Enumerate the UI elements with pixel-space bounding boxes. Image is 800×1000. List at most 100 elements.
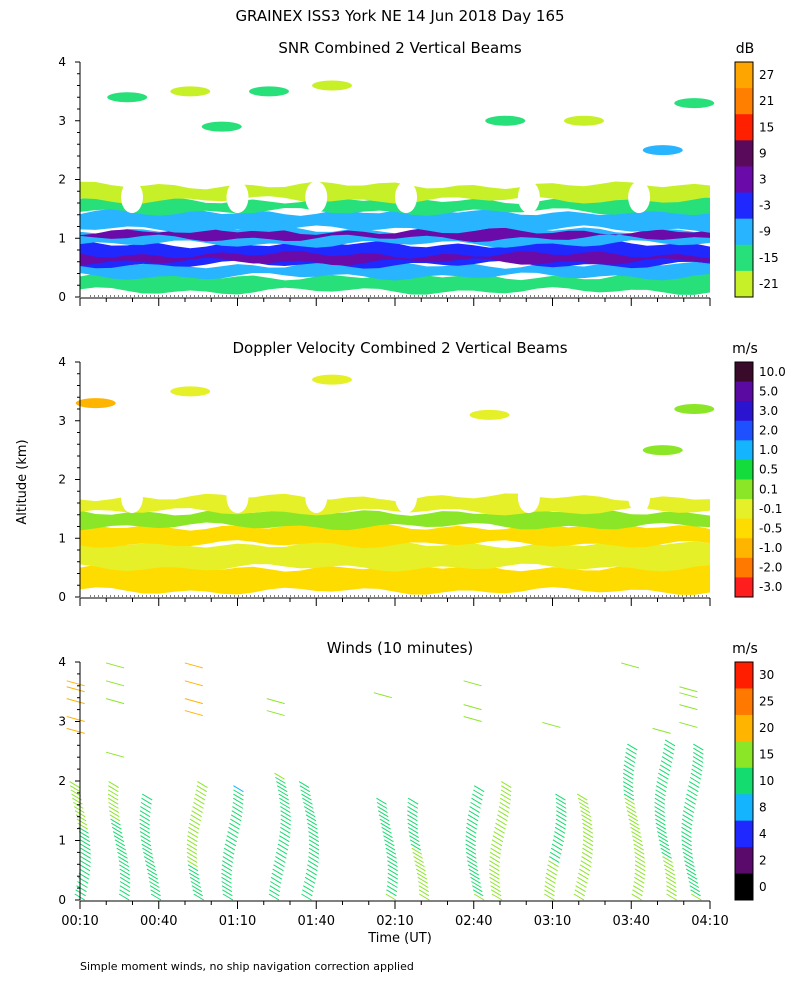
doppler-band--0.5	[80, 563, 710, 595]
snr-cloud-patch	[564, 115, 604, 126]
wind-barb	[407, 801, 419, 809]
wind-barb	[150, 889, 161, 897]
wind-barb	[500, 785, 512, 793]
wind-barb	[582, 843, 594, 851]
wind-barb	[119, 881, 131, 888]
wind-barb	[119, 872, 131, 880]
colorbar-swatch-0.1	[735, 479, 753, 500]
wind-barb	[80, 847, 91, 855]
wind-barb	[385, 893, 397, 901]
wind-barb	[658, 772, 669, 780]
wind-barb	[634, 872, 645, 880]
colorbar-swatch--21	[735, 270, 753, 298]
wind-barb	[192, 889, 204, 897]
wind-barb	[624, 756, 636, 763]
snr-x-axis	[79, 297, 711, 306]
wind-barb	[224, 843, 236, 851]
wind-barb	[148, 876, 159, 884]
wind-barb	[472, 889, 484, 897]
wind-barb	[188, 822, 200, 830]
wind-barb	[190, 814, 202, 822]
wind-barb	[73, 801, 84, 809]
wind-barb	[380, 822, 391, 830]
colorbar-label: 1.0	[759, 443, 778, 457]
time-tick-label: 03:40	[613, 914, 650, 929]
doppler-cloud-patch	[75, 398, 116, 409]
winds-y-tick-label: 3	[58, 715, 66, 729]
wind-barb	[376, 797, 387, 805]
wind-barb-upper	[620, 662, 640, 669]
wind-barb	[80, 860, 91, 868]
wind-barb	[688, 785, 699, 793]
wind-barb	[112, 831, 124, 838]
wind-barb	[107, 793, 119, 801]
wind-barb	[579, 806, 591, 813]
wind-barb	[279, 801, 291, 809]
wind-barb	[681, 843, 693, 851]
wind-barb	[624, 760, 635, 768]
wind-barb	[634, 868, 646, 876]
wind-barb-upper	[463, 704, 482, 711]
colorbar-frame	[734, 361, 754, 598]
wind-barb	[306, 818, 318, 826]
doppler-band--0.1	[80, 540, 710, 572]
wind-barb	[544, 889, 555, 897]
wind-barb	[140, 835, 151, 843]
wind-barb	[270, 881, 281, 888]
winds-y-tick-label: 2	[58, 774, 66, 788]
wind-barb	[308, 856, 319, 863]
doppler-data-gap	[120, 481, 143, 514]
wind-barb	[70, 789, 82, 797]
snr-cloud-patch	[201, 121, 242, 132]
wind-barb-upper	[105, 680, 125, 687]
colorbar-label: -21	[759, 277, 779, 291]
wind-barb	[307, 826, 319, 834]
wind-barb	[693, 743, 704, 751]
wind-barb	[187, 831, 199, 838]
wind-barb	[119, 864, 130, 872]
wind-barb	[691, 764, 703, 772]
colorbar-swatch-9	[735, 140, 753, 167]
wind-barb	[186, 847, 198, 855]
colorbar-swatch--9	[735, 218, 753, 246]
wind-barb	[221, 864, 233, 872]
wind-barb	[473, 785, 485, 793]
doppler-colorbar: 10.0 5.0 3.0 2.0 1.0 0.5 0.1 -0.1 -0.5 -1.0 -2.0 -3…	[734, 361, 786, 598]
wind-barb	[116, 847, 127, 855]
colorbar-label: 2	[759, 853, 767, 867]
wind-barb	[683, 806, 695, 813]
wind-barb	[688, 881, 700, 888]
snr-panel: SNR Combined 2 Vertical Beams dB 0 1 2 3 4 2…	[58, 39, 779, 306]
wind-barb	[268, 893, 280, 901]
wind-barb	[467, 818, 478, 826]
wind-barb	[473, 893, 485, 901]
wind-barb	[489, 872, 500, 880]
wind-barb	[553, 835, 564, 843]
wind-barb	[661, 851, 672, 859]
wind-barb	[467, 864, 479, 872]
wind-barb	[624, 797, 635, 805]
colorbar-swatch-25	[735, 688, 753, 716]
wind-barb	[581, 851, 593, 859]
wind-barb	[465, 839, 476, 847]
wind-barb	[407, 826, 419, 834]
wind-barb	[140, 839, 152, 847]
wind-barb	[377, 806, 388, 813]
wind-barb	[495, 822, 506, 830]
wind-barb	[111, 826, 123, 834]
wind-barb	[684, 860, 695, 868]
wind-barb	[304, 810, 316, 818]
wind-barb	[387, 872, 399, 880]
colorbar-label: 0.5	[759, 463, 778, 477]
wind-barb	[623, 785, 634, 793]
wind-barb	[682, 847, 693, 855]
wind-barb	[78, 831, 90, 838]
snr-data-gap	[628, 181, 651, 214]
time-tick-label: 04:10	[691, 914, 728, 929]
snr-cloud-patch	[107, 92, 148, 103]
wind-barb	[188, 826, 199, 834]
wind-barb	[308, 847, 320, 855]
colorbar-swatch--3.0	[735, 577, 753, 598]
colorbar-label: 3.0	[759, 404, 778, 418]
colorbar-swatch-1.0	[735, 440, 753, 461]
